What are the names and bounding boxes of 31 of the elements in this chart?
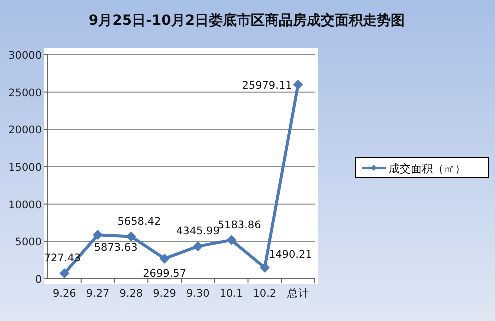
y-tick-label: 0 <box>35 274 42 286</box>
point <box>226 235 237 246</box>
data-label: 4345.99 <box>176 226 220 238</box>
y-tick-label: 10000 <box>8 199 42 212</box>
point <box>160 254 170 264</box>
point <box>126 232 136 242</box>
chart-title: 9月25日-10月2日娄底市区商品房成交面积走势图 <box>88 12 406 29</box>
point <box>193 242 204 252</box>
data-label: 5658.42 <box>118 216 162 228</box>
y-tick-label: 20000 <box>8 124 42 137</box>
x-tick-label: 9.29 <box>153 288 177 300</box>
x-tick-label: 9.28 <box>120 288 144 300</box>
y-tick-label: 25000 <box>8 87 42 100</box>
x-tick-label: 总计 <box>286 287 310 300</box>
point <box>60 268 70 279</box>
x-tick-label: 10.2 <box>253 288 277 300</box>
y-tick-label: 30000 <box>8 50 42 62</box>
point <box>293 80 304 90</box>
y-tick-label: 5000 <box>15 236 42 249</box>
data-label: 1490.21 <box>268 248 312 261</box>
y-tick-label: 15000 <box>8 162 42 174</box>
data-label: 5873.63 <box>94 242 138 254</box>
point <box>260 262 270 273</box>
x-tick-label: 9.26 <box>52 288 77 300</box>
x-tick-label: 9.27 <box>86 288 110 300</box>
x-tick-label: 9.30 <box>186 288 210 300</box>
x-tick-label: 10.1 <box>220 288 244 300</box>
point <box>93 230 104 240</box>
data-label: 2699.57 <box>143 268 187 280</box>
legend-label: 成交面积（㎡） <box>389 162 466 176</box>
data-label: 25979.11 <box>242 80 292 92</box>
